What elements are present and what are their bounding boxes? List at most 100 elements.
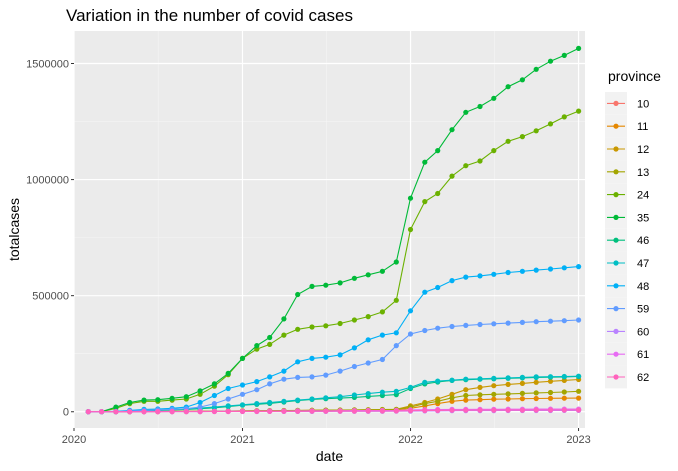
legend-key-point xyxy=(613,306,619,312)
data-point xyxy=(309,355,315,361)
data-point xyxy=(113,404,119,410)
data-point xyxy=(491,383,497,389)
data-point xyxy=(365,391,371,397)
x-tick-label: 2020 xyxy=(62,434,86,446)
data-point xyxy=(576,395,582,401)
data-point xyxy=(533,407,539,413)
data-point xyxy=(99,409,105,415)
data-point xyxy=(323,372,329,378)
data-point xyxy=(422,407,428,414)
data-point xyxy=(393,259,399,265)
data-point xyxy=(281,408,287,414)
data-point xyxy=(393,388,399,394)
data-point xyxy=(576,264,582,270)
data-point xyxy=(365,272,371,278)
legend-label: 59 xyxy=(637,304,649,316)
data-point xyxy=(561,318,567,324)
data-point xyxy=(393,343,399,349)
data-point xyxy=(323,354,329,360)
x-tick-label: 2022 xyxy=(398,434,422,446)
x-tick-label: 2021 xyxy=(230,434,254,446)
data-point xyxy=(365,314,371,320)
data-point xyxy=(477,397,483,403)
y-tick-label: 500000 xyxy=(32,291,69,303)
data-point xyxy=(477,392,483,398)
data-point xyxy=(463,376,469,382)
legend-label: 61 xyxy=(637,349,649,361)
data-point xyxy=(295,408,301,414)
legend-label: 10 xyxy=(637,98,649,110)
data-point xyxy=(435,190,441,197)
data-point xyxy=(254,379,260,385)
legend-label: 62 xyxy=(637,372,649,384)
data-point xyxy=(379,309,385,315)
data-point xyxy=(477,273,483,279)
legend-key-point xyxy=(613,260,619,266)
data-point xyxy=(254,401,260,407)
data-point xyxy=(323,395,329,401)
data-point xyxy=(491,407,497,413)
data-point xyxy=(113,409,119,415)
data-point xyxy=(449,127,455,133)
data-point xyxy=(561,389,567,395)
data-point xyxy=(463,274,469,280)
data-point xyxy=(295,374,301,380)
data-point xyxy=(254,343,260,349)
data-point xyxy=(533,267,539,273)
data-point xyxy=(477,103,483,110)
data-point xyxy=(422,159,428,165)
data-point xyxy=(533,374,539,380)
legend-key-point xyxy=(613,123,619,129)
y-tick-label: 0 xyxy=(63,407,69,419)
data-point xyxy=(211,392,217,399)
legend-key-point xyxy=(613,169,619,175)
data-point xyxy=(533,66,539,72)
data-point xyxy=(323,408,329,414)
data-point xyxy=(533,128,539,134)
data-point xyxy=(463,322,469,328)
data-point xyxy=(463,163,469,169)
data-point xyxy=(477,384,483,390)
legend-label: 12 xyxy=(637,144,649,156)
legend-label: 24 xyxy=(637,190,649,202)
data-point xyxy=(155,409,161,415)
legend-key-point xyxy=(613,214,619,220)
y-axis-label: totalcases xyxy=(6,198,22,261)
data-point xyxy=(547,378,554,384)
data-point xyxy=(337,368,343,374)
data-point xyxy=(547,58,554,64)
data-point xyxy=(435,284,441,291)
data-point xyxy=(449,407,455,413)
x-axis-label: date xyxy=(316,448,343,464)
legend-label: 13 xyxy=(637,167,649,179)
data-point xyxy=(533,390,539,396)
data-point xyxy=(211,381,217,387)
data-point xyxy=(505,375,511,381)
data-point xyxy=(449,395,455,401)
data-point xyxy=(169,395,175,401)
data-point xyxy=(519,396,526,402)
data-point xyxy=(491,148,497,154)
data-point xyxy=(337,408,343,414)
data-point xyxy=(254,408,260,414)
data-point xyxy=(267,381,273,387)
data-point xyxy=(576,45,582,52)
x-tick-label: 2023 xyxy=(566,434,590,446)
data-point xyxy=(491,391,497,397)
data-point xyxy=(309,283,315,289)
data-point xyxy=(267,399,273,406)
data-point xyxy=(422,379,428,385)
legend-item-24: 24 xyxy=(605,183,649,206)
legend-title: province xyxy=(608,68,661,84)
data-point xyxy=(239,391,246,397)
data-point xyxy=(197,404,203,410)
data-point xyxy=(576,373,582,379)
data-point xyxy=(127,399,133,406)
data-point xyxy=(449,173,455,179)
data-point xyxy=(295,359,301,365)
data-point xyxy=(576,108,582,114)
data-point xyxy=(351,345,357,351)
data-point xyxy=(337,280,343,286)
legend-item-48: 48 xyxy=(605,274,649,298)
